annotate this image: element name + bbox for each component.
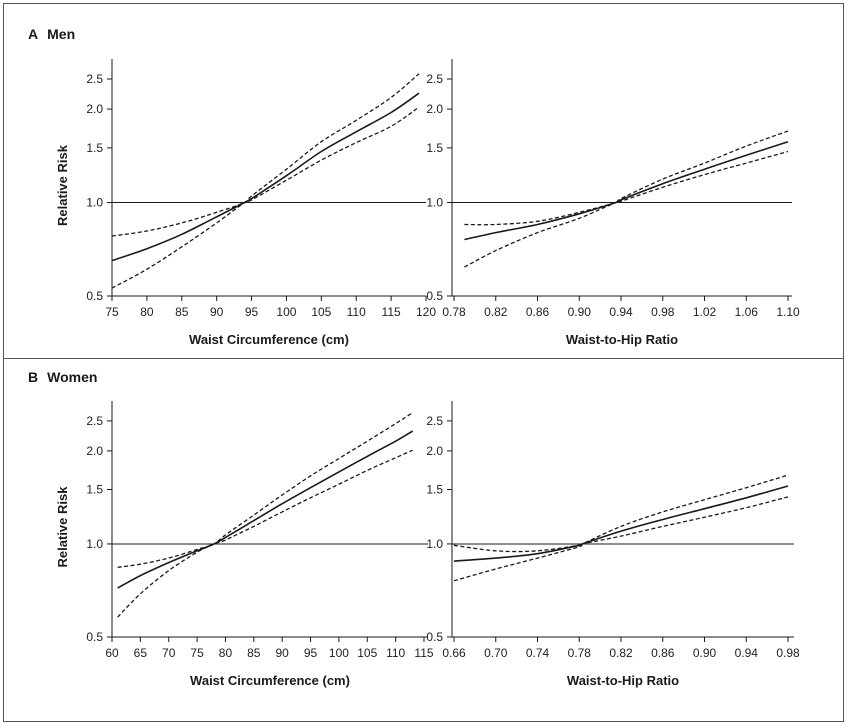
x-tick-label: 95: [245, 305, 259, 319]
upper-ci-line: [111, 73, 420, 237]
panel-title: Women: [47, 369, 97, 385]
x-tick-label: 0.90: [568, 305, 592, 319]
x-tick-label: 0.86: [651, 646, 675, 660]
y-tick-label: 1.0: [86, 196, 103, 210]
x-tick-label: 1.10: [776, 305, 800, 319]
panel-title: Men: [47, 26, 75, 42]
x-tick-label: 0.90: [693, 646, 717, 660]
estimate-line: [464, 140, 789, 241]
panel-letter: A: [28, 26, 38, 42]
x-tick-label: 1.06: [735, 305, 759, 319]
y-tick-label: 2.5: [86, 72, 103, 86]
y-tick-label: 2.0: [86, 444, 103, 458]
x-tick-label: 0.82: [484, 305, 508, 319]
x-axis-label: Waist-to-Hip Ratio: [566, 332, 678, 347]
x-tick-label: 110: [347, 305, 366, 319]
y-tick-label: 1.5: [86, 141, 103, 155]
lower-ci-line: [464, 150, 789, 268]
x-tick-label: 0.78: [442, 305, 466, 319]
y-axis-label: Relative Risk: [55, 486, 70, 568]
x-tick-label: 0.74: [526, 646, 550, 660]
figure-border: [3, 3, 844, 722]
x-axis-label: Waist-to-Hip Ratio: [567, 673, 679, 688]
x-tick-label: 85: [247, 646, 261, 660]
y-tick-label: 0.5: [426, 630, 443, 644]
x-tick-label: 100: [276, 305, 296, 319]
chart-4: 0.5 1.0 1.5 2.0 2.5 0.66 0.70 0.74 0.78 0.82 0.86 0…: [426, 401, 800, 688]
y-tick-label: 0.5: [86, 289, 103, 303]
upper-ci-line: [464, 130, 789, 226]
chart-1: 0.5 1.0 1.5 2.0 2.5 75 80 85 90 95 100 105 110 115 120…: [55, 59, 436, 347]
estimate-line: [111, 92, 420, 262]
x-tick-label: 110: [386, 646, 405, 660]
y-tick-label: 2.0: [426, 444, 443, 458]
x-axis-label: Waist Circumference (cm): [190, 673, 350, 688]
estimate-line: [453, 485, 789, 562]
upper-ci-line: [453, 474, 789, 553]
y-tick-label: 1.0: [426, 196, 443, 210]
y-tick-label: 1.5: [426, 141, 443, 155]
x-tick-label: 105: [357, 646, 377, 660]
y-tick-label: 0.5: [426, 289, 443, 303]
x-tick-label: 95: [304, 646, 318, 660]
x-tick-label: 85: [175, 305, 189, 319]
x-tick-label: 115: [382, 305, 401, 319]
lower-ci-line: [453, 496, 789, 582]
x-tick-label: 0.82: [609, 646, 633, 660]
y-tick-label: 1.0: [86, 537, 103, 551]
x-tick-label: 1.02: [693, 305, 717, 319]
x-tick-label: 0.94: [735, 646, 759, 660]
x-tick-label: 70: [162, 646, 176, 660]
y-tick-label: 2.0: [86, 102, 103, 116]
x-tick-label: 0.66: [442, 646, 466, 660]
chart-3: 0.5 1.0 1.5 2.0 2.5 60 65 70 75 80 85 90 95 100 105 110…: [55, 401, 434, 688]
y-axis-label: Relative Risk: [55, 144, 70, 226]
y-tick-label: 2.5: [426, 72, 443, 86]
x-tick-label: 0.98: [651, 305, 675, 319]
x-tick-label: 0.78: [568, 646, 592, 660]
x-tick-label: 75: [190, 646, 204, 660]
chart-2: 0.5 1.0 1.5 2.0 2.5 0.78 0.82 0.86 0.90 0.94 0.98 1…: [426, 59, 800, 347]
panel-a-label: A Men: [28, 26, 75, 42]
y-tick-label: 2.0: [426, 102, 443, 116]
x-tick-label: 0.86: [526, 305, 550, 319]
x-tick-label: 80: [140, 305, 154, 319]
y-tick-label: 2.5: [426, 414, 443, 428]
y-tick-label: 1.5: [426, 483, 443, 497]
y-tick-label: 0.5: [86, 630, 103, 644]
x-tick-label: 115: [414, 646, 433, 660]
x-tick-label: 105: [311, 305, 331, 319]
x-tick-label: 65: [134, 646, 148, 660]
estimate-line: [117, 430, 414, 589]
x-tick-label: 0.70: [484, 646, 508, 660]
x-tick-label: 100: [329, 646, 349, 660]
x-tick-label: 90: [276, 646, 290, 660]
y-tick-label: 2.5: [86, 414, 103, 428]
x-tick-label: 0.94: [609, 305, 633, 319]
y-tick-label: 1.0: [426, 537, 443, 551]
x-axis-label: Waist Circumference (cm): [189, 332, 349, 347]
x-tick-label: 120: [416, 305, 436, 319]
lower-ci-line: [117, 449, 413, 618]
x-tick-label: 75: [105, 305, 119, 319]
x-tick-label: 90: [210, 305, 224, 319]
panel-letter: B: [28, 369, 38, 385]
lower-ci-line: [111, 106, 420, 289]
y-tick-label: 1.5: [86, 483, 103, 497]
x-tick-label: 0.98: [776, 646, 800, 660]
x-tick-label: 60: [105, 646, 119, 660]
x-tick-label: 80: [219, 646, 233, 660]
panel-b-label: B Women: [28, 369, 97, 385]
